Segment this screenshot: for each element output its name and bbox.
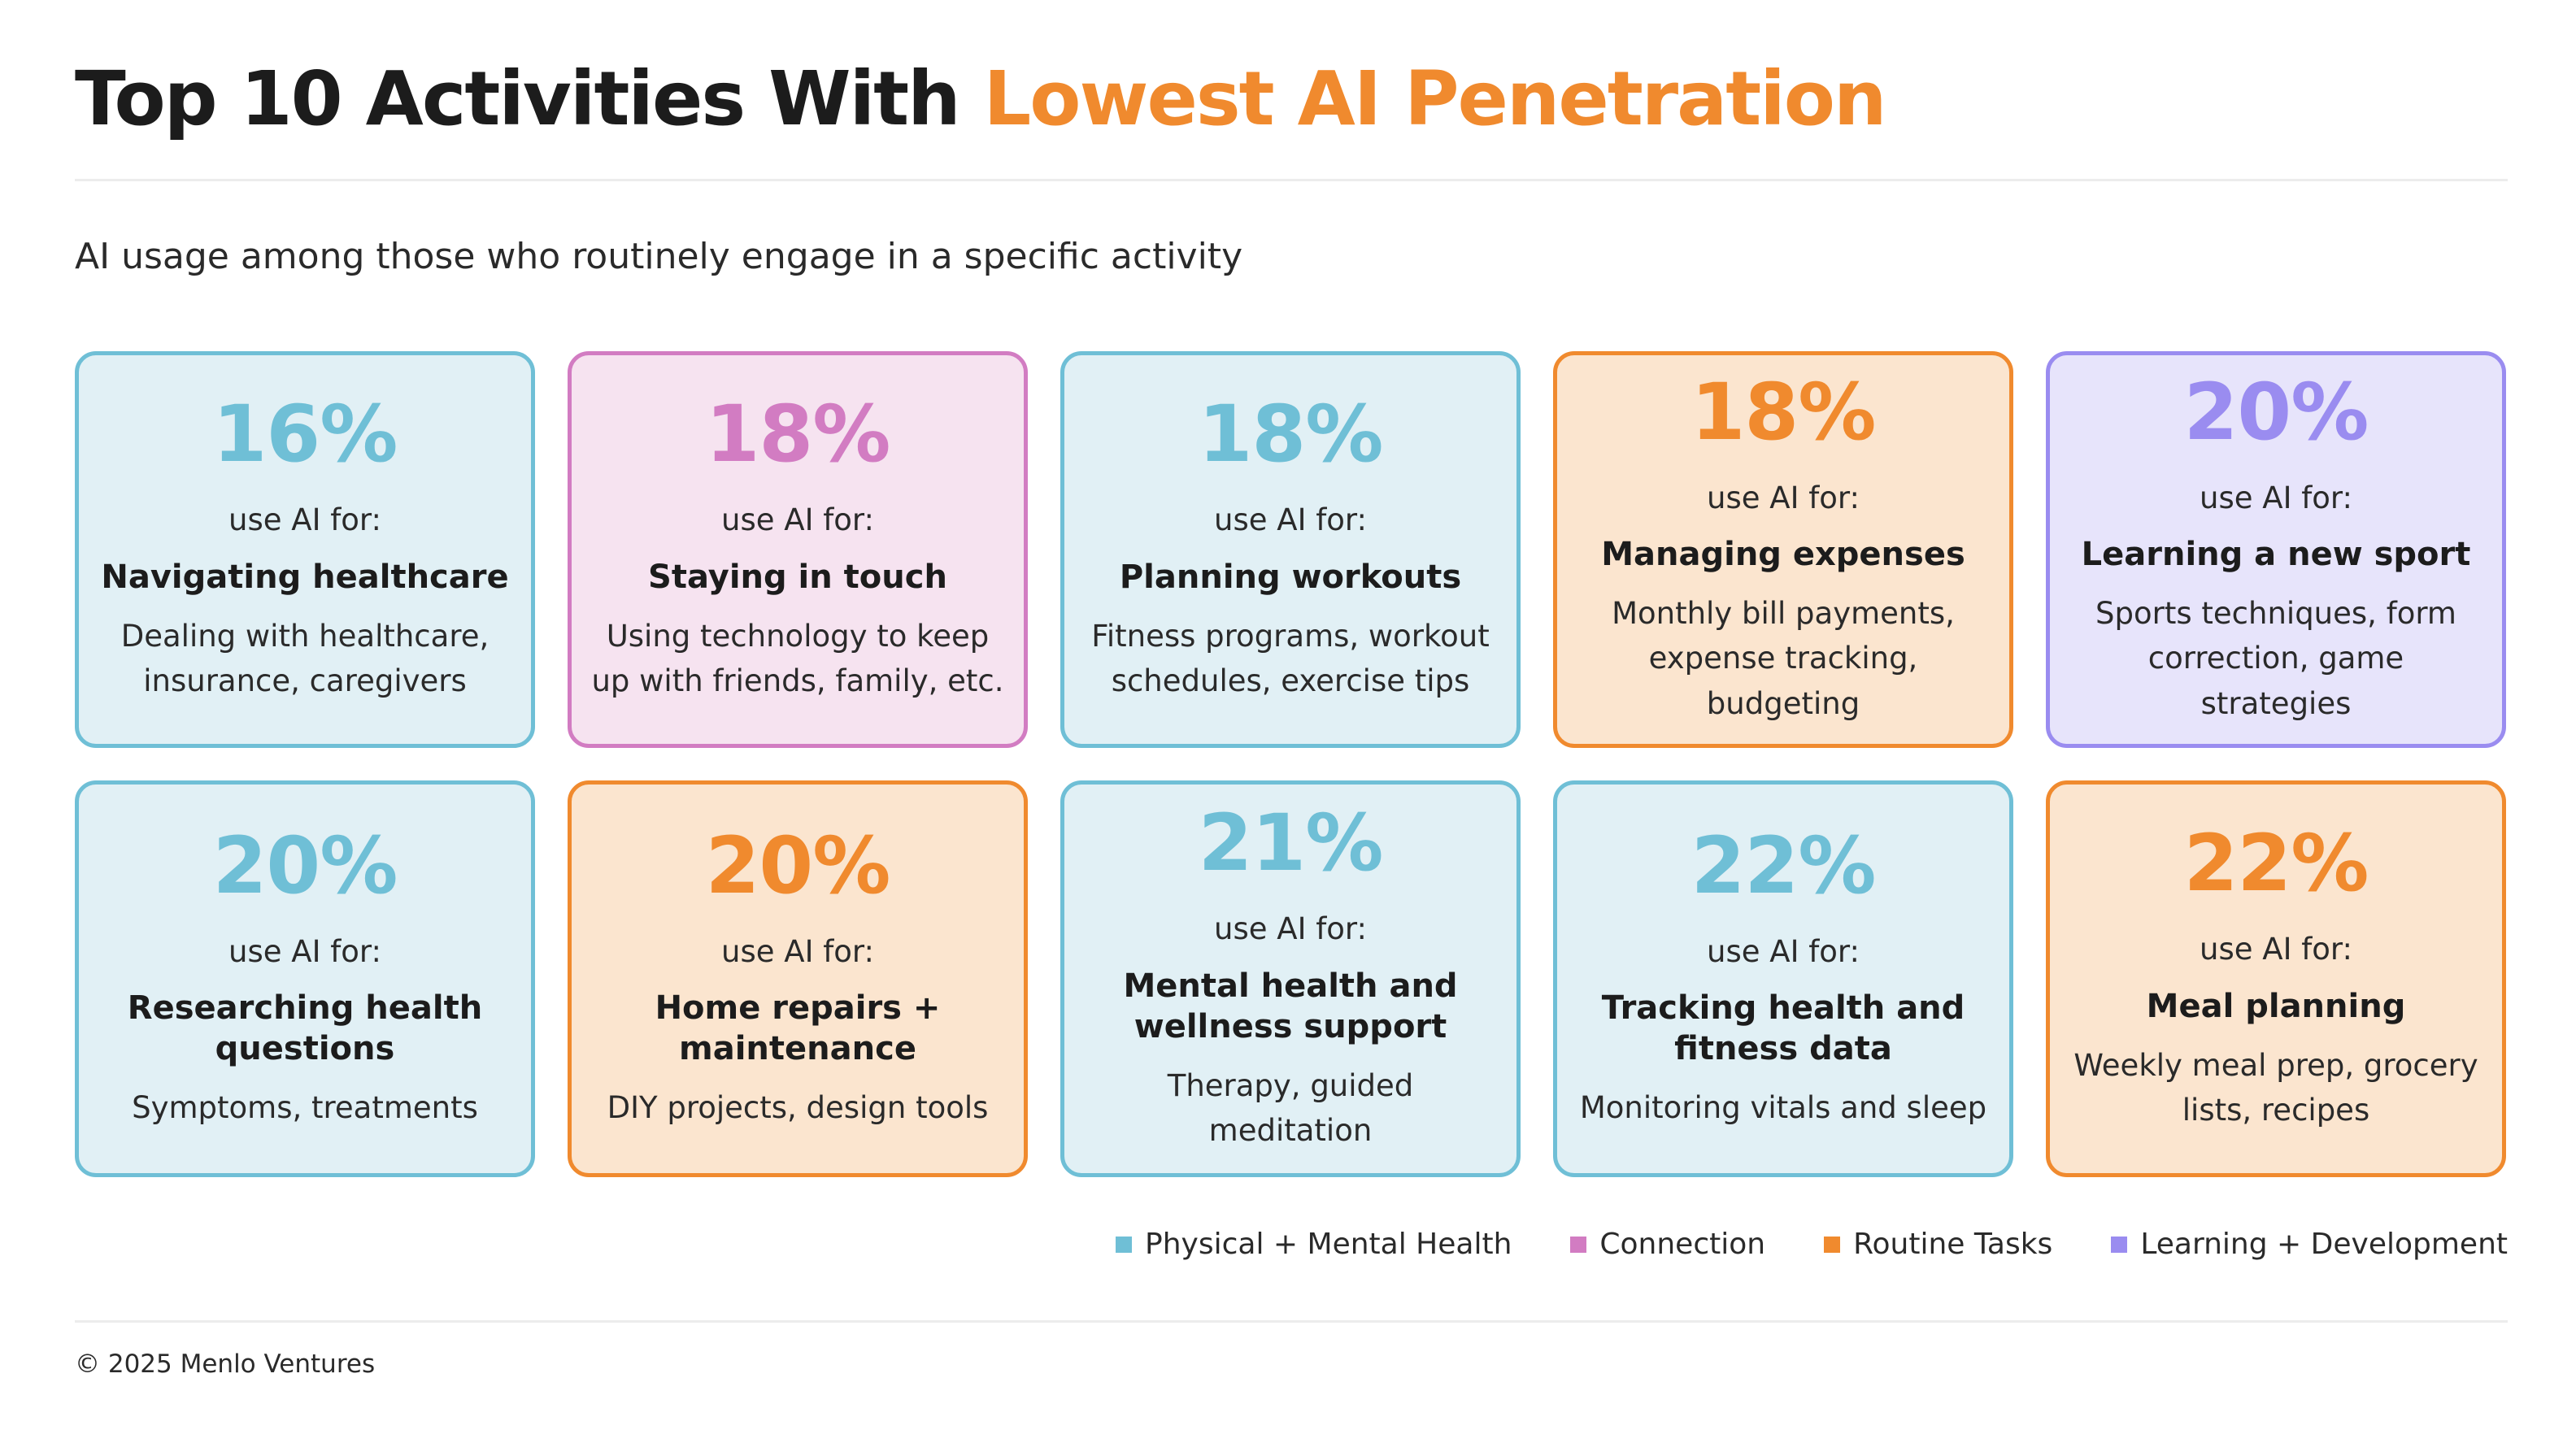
legend-label: Routine Tasks — [1853, 1228, 2053, 1261]
activity-card-grid: 16% use AI for: Navigating healthcare De… — [75, 351, 2508, 1177]
activity-description: DIY projects, design tools — [607, 1090, 989, 1126]
activity-description: Dealing with healthcare, insurance, care… — [120, 618, 490, 699]
activity-prefix: use AI for: — [1214, 502, 1367, 538]
legend-item-health: Physical + Mental Health — [1116, 1228, 1512, 1261]
activity-percent: 22% — [1690, 820, 1877, 912]
activity-percent: 22% — [2183, 818, 2369, 910]
activity-card: 20% use AI for: Home repairs + maintenan… — [568, 780, 1028, 1177]
activity-description: Using technology to keep up with friends… — [591, 618, 1004, 699]
activity-name: Planning workouts — [1119, 558, 1462, 596]
activity-percent: 20% — [2183, 366, 2369, 458]
activity-description: Weekly meal prep, grocery lists, recipes — [2073, 1047, 2478, 1128]
activity-prefix: use AI for: — [228, 502, 381, 538]
activity-prefix: use AI for: — [721, 934, 874, 970]
legend-swatch — [2111, 1236, 2128, 1253]
activity-prefix: use AI for: — [2200, 932, 2352, 967]
activity-percent: 16% — [212, 389, 398, 480]
activity-card: 18% use AI for: Managing expenses Monthl… — [1553, 351, 2013, 748]
activity-prefix: use AI for: — [1707, 934, 1860, 970]
activity-description: Therapy, guided meditation — [1167, 1067, 1414, 1149]
page-subtitle: AI usage among those who routinely engag… — [75, 236, 1243, 277]
activity-card: 20% use AI for: Learning a new sport Spo… — [2046, 351, 2506, 748]
activity-description: Monthly bill payments, expense tracking,… — [1612, 595, 1955, 721]
activity-prefix: use AI for: — [1707, 480, 1860, 515]
activity-name: Staying in touch — [648, 558, 947, 596]
legend-item-connection: Connection — [1570, 1228, 1765, 1261]
page-title: Top 10 Activities With Lowest AI Penetra… — [75, 55, 1887, 142]
activity-description: Monitoring vitals and sleep — [1579, 1090, 1987, 1126]
activity-name: Researching health questions — [127, 989, 483, 1068]
footer-divider — [75, 1320, 2508, 1323]
activity-card: 18% use AI for: Staying in touch Using t… — [568, 351, 1028, 748]
legend-swatch — [1824, 1236, 1841, 1253]
activity-percent: 18% — [705, 389, 891, 480]
activity-name: Navigating healthcare — [101, 558, 509, 596]
activity-prefix: use AI for: — [2200, 480, 2352, 515]
activity-card: 18% use AI for: Planning workouts Fitnes… — [1060, 351, 1521, 748]
activity-prefix: use AI for: — [228, 934, 381, 970]
activity-name: Mental health and wellness support — [1123, 967, 1458, 1045]
activity-card: 22% use AI for: Tracking health and fitn… — [1553, 780, 2013, 1177]
activity-card: 16% use AI for: Navigating healthcare De… — [75, 351, 535, 748]
title-divider — [75, 179, 2508, 181]
legend-item-routine: Routine Tasks — [1824, 1228, 2052, 1261]
activity-prefix: use AI for: — [1214, 911, 1367, 947]
legend-label: Connection — [1599, 1228, 1766, 1261]
legend-item-learning: Learning + Development — [2111, 1228, 2508, 1261]
activity-percent: 20% — [705, 820, 891, 912]
activity-name: Home repairs + maintenance — [655, 989, 941, 1068]
activity-percent: 18% — [1198, 389, 1384, 480]
page-title-highlight: Lowest AI Penetration — [983, 55, 1887, 142]
activity-name: Managing expenses — [1601, 535, 1965, 573]
page-title-main: Top 10 Activities With — [75, 55, 984, 142]
activity-card: 22% use AI for: Meal planning Weekly mea… — [2046, 780, 2506, 1177]
activity-name: Tracking health and fitness data — [1601, 989, 1965, 1068]
activity-percent: 18% — [1690, 366, 1877, 458]
activity-card: 21% use AI for: Mental health and wellne… — [1060, 780, 1521, 1177]
activity-description: Symptoms, treatments — [132, 1090, 478, 1126]
activity-name: Meal planning — [2146, 987, 2406, 1025]
activity-card: 20% use AI for: Researching health quest… — [75, 780, 535, 1177]
infographic-page: Top 10 Activities With Lowest AI Penetra… — [75, 0, 2508, 1430]
category-legend: Physical + Mental Health Connection Rout… — [1116, 1228, 2508, 1261]
activity-description: Fitness programs, workout schedules, exe… — [1091, 618, 1490, 699]
legend-swatch — [1116, 1236, 1133, 1253]
activity-percent: 20% — [212, 820, 398, 912]
legend-label: Learning + Development — [2140, 1228, 2508, 1261]
activity-prefix: use AI for: — [721, 502, 874, 538]
activity-percent: 21% — [1198, 798, 1384, 889]
copyright-footer: © 2025 Menlo Ventures — [75, 1350, 376, 1379]
legend-swatch — [1570, 1236, 1587, 1253]
activity-description: Sports techniques, form correction, game… — [2095, 595, 2456, 721]
legend-label: Physical + Mental Health — [1145, 1228, 1512, 1261]
activity-name: Learning a new sport — [2081, 535, 2471, 573]
